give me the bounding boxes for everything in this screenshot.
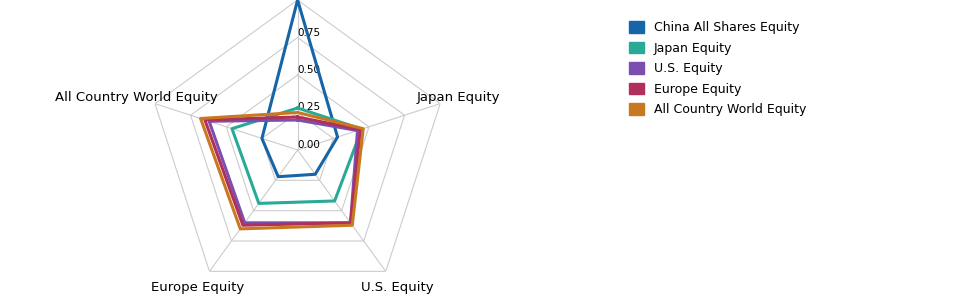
Legend: China All Shares Equity, Japan Equity, U.S. Equity, Europe Equity, All Country W: China All Shares Equity, Japan Equity, U…: [629, 21, 806, 116]
